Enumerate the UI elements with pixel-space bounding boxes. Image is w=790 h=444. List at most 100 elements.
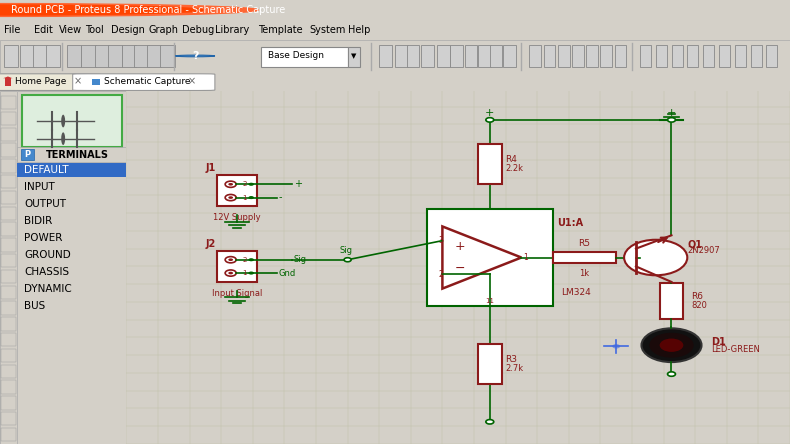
Text: DYNAMIC: DYNAMIC	[24, 284, 72, 293]
Circle shape	[612, 344, 620, 349]
Bar	[395, 45, 408, 67]
Bar	[490, 45, 502, 67]
Bar	[2, 159, 16, 173]
Text: −: −	[454, 262, 465, 275]
Bar	[703, 45, 714, 67]
Text: -: -	[278, 193, 281, 202]
Bar	[553, 252, 616, 263]
Text: 1: 1	[243, 270, 247, 276]
Text: OUTPUT: OUTPUT	[24, 199, 66, 209]
Text: Design: Design	[111, 25, 145, 35]
Bar	[92, 79, 100, 85]
Text: ▼: ▼	[352, 53, 356, 59]
Bar	[108, 45, 122, 67]
Bar	[46, 45, 60, 67]
Bar	[217, 251, 257, 282]
Bar	[503, 45, 516, 67]
Bar	[2, 285, 16, 299]
Text: ?: ?	[192, 51, 198, 61]
Text: Input Signal: Input Signal	[212, 289, 262, 297]
Bar	[2, 112, 16, 125]
Text: Help: Help	[348, 25, 370, 35]
Text: File: File	[4, 25, 21, 35]
Bar	[2, 333, 16, 346]
Text: DEFAULT: DEFAULT	[24, 165, 69, 175]
Bar	[427, 209, 553, 306]
Bar	[2, 428, 16, 441]
Circle shape	[225, 270, 236, 276]
Text: +: +	[294, 179, 302, 189]
Circle shape	[248, 196, 254, 199]
Circle shape	[248, 271, 254, 274]
Bar	[2, 127, 16, 141]
Bar	[2, 301, 16, 315]
Bar	[20, 45, 34, 67]
Text: GROUND: GROUND	[24, 250, 70, 260]
Circle shape	[228, 272, 233, 274]
Text: P: P	[24, 150, 30, 159]
Text: Round PCB - Proteus 8 Professional - Schematic Capture: Round PCB - Proteus 8 Professional - Sch…	[11, 5, 285, 15]
Bar	[750, 45, 762, 67]
Bar	[217, 175, 257, 206]
Bar	[719, 45, 730, 67]
Circle shape	[228, 183, 233, 186]
Bar	[735, 45, 746, 67]
Text: ×: ×	[188, 77, 196, 87]
Circle shape	[486, 420, 494, 424]
Bar	[2, 317, 16, 331]
Circle shape	[668, 372, 675, 376]
Bar	[558, 45, 570, 67]
Text: Debug: Debug	[182, 25, 214, 35]
Circle shape	[624, 240, 687, 275]
Circle shape	[225, 194, 236, 201]
Text: INPUT: INPUT	[24, 182, 55, 192]
Bar	[421, 45, 434, 67]
Bar	[2, 270, 16, 283]
Bar	[5, 78, 11, 86]
Bar	[660, 283, 683, 319]
Polygon shape	[3, 76, 13, 78]
Text: Template: Template	[258, 25, 303, 35]
FancyBboxPatch shape	[73, 74, 215, 91]
Bar	[17, 147, 126, 162]
Text: Schematic Capture: Schematic Capture	[104, 77, 190, 86]
Bar	[586, 45, 598, 67]
Text: Edit: Edit	[34, 25, 53, 35]
Text: LED-GREEN: LED-GREEN	[711, 345, 760, 354]
Text: 2: 2	[243, 257, 247, 263]
Text: Home Page: Home Page	[15, 77, 66, 86]
Text: +: +	[667, 108, 676, 118]
Bar	[2, 365, 16, 378]
Bar	[379, 45, 392, 67]
Bar	[2, 381, 16, 394]
Bar	[465, 45, 477, 67]
Text: R3: R3	[506, 355, 517, 364]
Bar	[2, 206, 16, 220]
Text: J1: J1	[205, 163, 216, 173]
Text: LM324: LM324	[561, 289, 591, 297]
Text: 1: 1	[523, 253, 528, 262]
Text: R4: R4	[506, 155, 517, 164]
Text: View: View	[59, 25, 82, 35]
Bar	[67, 45, 81, 67]
Text: Sig: Sig	[294, 255, 307, 264]
Circle shape	[61, 115, 65, 127]
Bar	[348, 47, 360, 67]
Text: R5: R5	[578, 239, 591, 248]
Bar	[478, 144, 502, 184]
Text: Tool: Tool	[85, 25, 104, 35]
Text: CHASSIS: CHASSIS	[24, 267, 69, 277]
Bar	[687, 45, 698, 67]
Text: 1: 1	[243, 194, 247, 201]
Bar	[407, 45, 419, 67]
Circle shape	[225, 181, 236, 187]
Bar	[122, 45, 136, 67]
Text: Base Design: Base Design	[269, 52, 324, 60]
Bar	[17, 163, 126, 177]
Bar	[2, 96, 16, 109]
Text: Graph: Graph	[149, 25, 179, 35]
Text: TERMINALS: TERMINALS	[46, 150, 109, 159]
Polygon shape	[442, 226, 521, 289]
Text: Sig: Sig	[340, 246, 352, 255]
Bar	[2, 191, 16, 204]
